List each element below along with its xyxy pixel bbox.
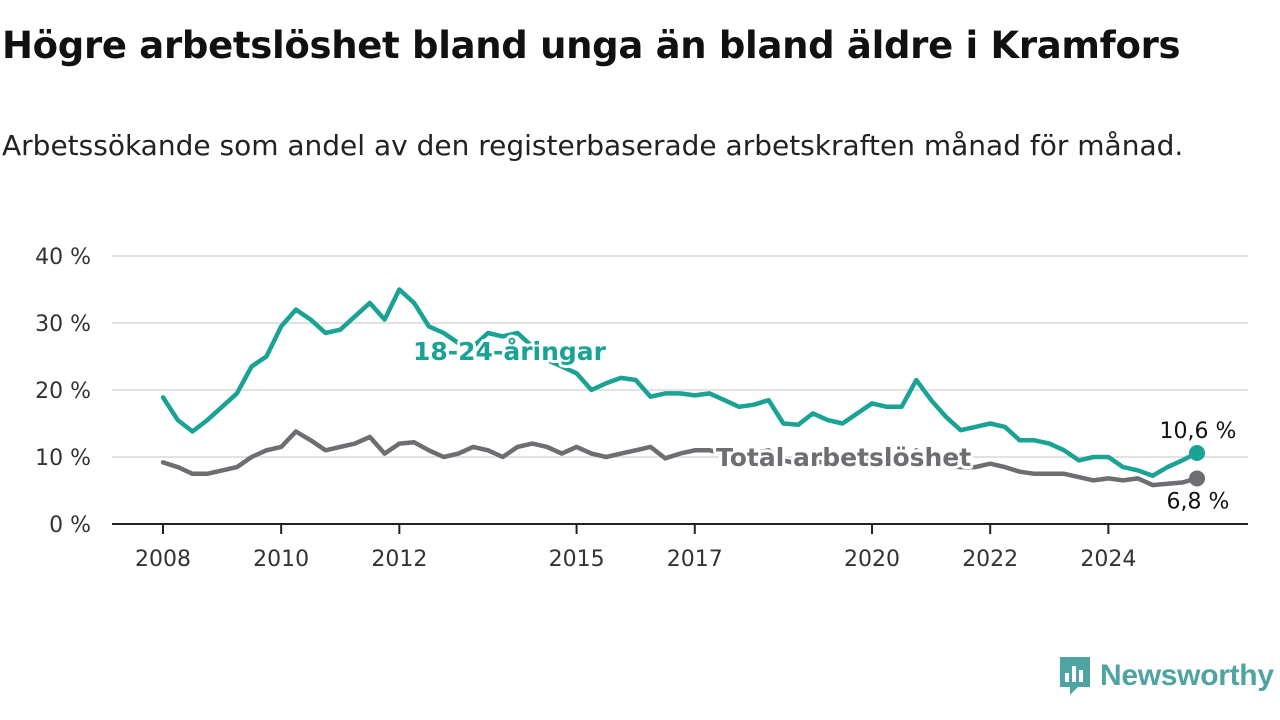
end-label-youth: 10,6 % bbox=[1160, 419, 1237, 444]
x-tick-label: 2022 bbox=[962, 547, 1018, 572]
series-label-total: Total arbetslöshet bbox=[716, 443, 971, 472]
x-tick-label: 2024 bbox=[1080, 547, 1136, 572]
x-tick-label: 2012 bbox=[371, 547, 427, 572]
end-point-youth bbox=[1189, 444, 1205, 461]
series-line-total bbox=[160, 429, 1200, 488]
chart-title: Högre arbetslöshet bland unga än bland ä… bbox=[2, 24, 1181, 67]
brand: Newsworthy bbox=[1058, 655, 1274, 697]
y-tick-label: 0 % bbox=[49, 513, 91, 538]
x-tick-label: 2008 bbox=[135, 547, 191, 572]
y-tick-label: 20 % bbox=[35, 379, 91, 404]
end-point-total bbox=[1189, 470, 1205, 487]
chart-subtitle: Arbetssökande som andel av den registerb… bbox=[2, 129, 1184, 162]
x-tick-label: 2015 bbox=[549, 547, 605, 572]
y-tick-label: 40 % bbox=[35, 245, 91, 270]
series-line-youth bbox=[160, 287, 1200, 479]
x-tick-label: 2020 bbox=[844, 547, 900, 572]
y-tick-label: 10 % bbox=[35, 446, 91, 471]
series-label-youth: 18-24-åringar bbox=[413, 337, 607, 366]
end-label-total: 6,8 % bbox=[1167, 489, 1230, 514]
x-tick-label: 2017 bbox=[667, 547, 723, 572]
x-tick-label: 2010 bbox=[253, 547, 309, 572]
newsworthy-logo-icon bbox=[1060, 657, 1090, 695]
y-tick-label: 30 % bbox=[35, 312, 91, 337]
brand-name: Newsworthy bbox=[1100, 659, 1274, 692]
